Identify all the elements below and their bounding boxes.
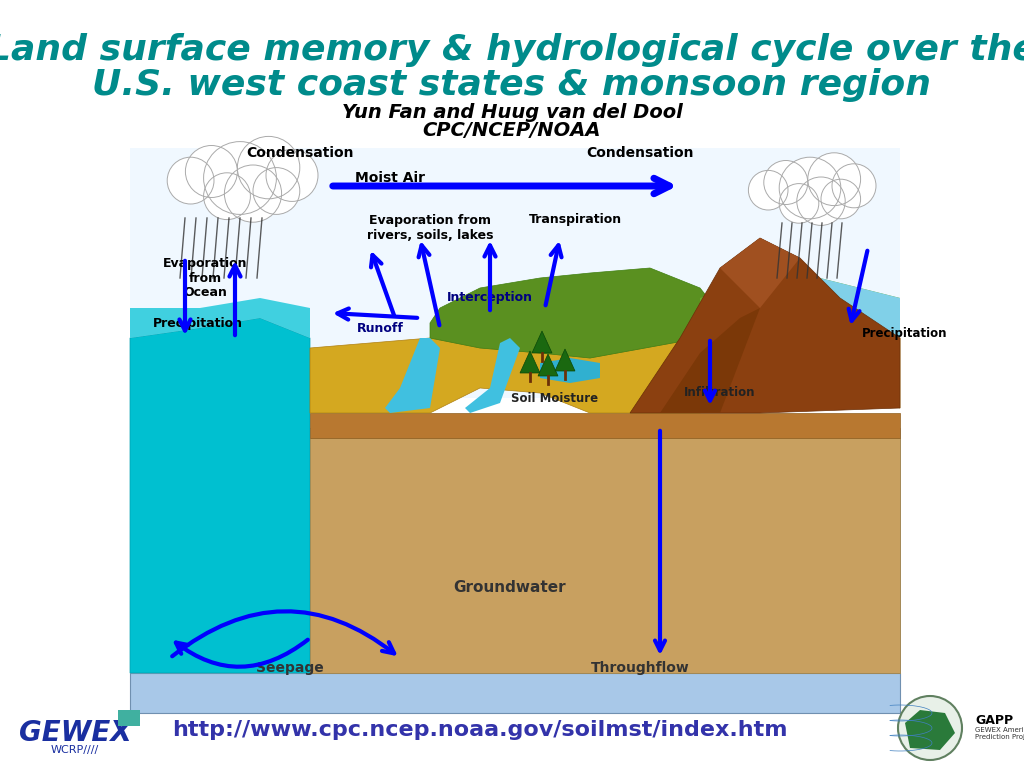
Text: Infiltration: Infiltration — [684, 386, 756, 399]
Polygon shape — [430, 268, 720, 358]
Polygon shape — [700, 278, 900, 338]
FancyArrowPatch shape — [546, 245, 561, 306]
Text: Land surface memory & hydrological cycle over the: Land surface memory & hydrological cycle… — [0, 33, 1024, 67]
Text: CPC/NCEP/NOAA: CPC/NCEP/NOAA — [423, 121, 601, 140]
Text: Soil Moisture: Soil Moisture — [511, 392, 599, 405]
Polygon shape — [310, 308, 900, 413]
Text: Throughflow: Throughflow — [591, 661, 689, 675]
Polygon shape — [130, 318, 310, 673]
Circle shape — [821, 179, 860, 219]
Text: U.S. west coast states & monsoon region: U.S. west coast states & monsoon region — [92, 68, 932, 102]
FancyArrowPatch shape — [229, 266, 241, 335]
Text: Runoff: Runoff — [356, 322, 403, 335]
Text: Interception: Interception — [447, 292, 534, 304]
Polygon shape — [310, 438, 900, 673]
Polygon shape — [905, 710, 955, 750]
FancyArrowPatch shape — [176, 640, 308, 667]
FancyBboxPatch shape — [118, 710, 140, 726]
FancyArrowPatch shape — [419, 245, 439, 326]
Text: Evaporation from
rivers, soils, lakes: Evaporation from rivers, soils, lakes — [367, 214, 494, 242]
Text: Moist Air: Moist Air — [355, 171, 425, 185]
Polygon shape — [130, 298, 310, 338]
FancyArrowPatch shape — [172, 611, 394, 657]
FancyArrowPatch shape — [371, 255, 394, 316]
Circle shape — [797, 177, 845, 225]
Polygon shape — [660, 308, 760, 413]
Text: Groundwater: Groundwater — [454, 581, 566, 595]
Text: Precipitation: Precipitation — [862, 326, 947, 339]
Text: http://www.cpc.ncep.noaa.gov/soilmst/index.htm: http://www.cpc.ncep.noaa.gov/soilmst/ind… — [172, 720, 787, 740]
Polygon shape — [820, 318, 900, 408]
Circle shape — [749, 170, 788, 210]
Text: GEWEX Americas
Prediction Project: GEWEX Americas Prediction Project — [975, 727, 1024, 740]
Polygon shape — [130, 673, 900, 713]
Polygon shape — [130, 148, 900, 398]
Circle shape — [764, 161, 808, 204]
Text: Precipitation: Precipitation — [153, 316, 243, 329]
Text: Evaporation
from
Ocean: Evaporation from Ocean — [163, 257, 247, 300]
Polygon shape — [385, 338, 440, 413]
Polygon shape — [520, 351, 540, 373]
Polygon shape — [540, 358, 600, 383]
FancyArrowPatch shape — [849, 250, 867, 321]
Polygon shape — [532, 331, 552, 353]
Circle shape — [204, 173, 251, 220]
FancyArrowPatch shape — [338, 309, 417, 319]
Circle shape — [779, 157, 841, 219]
Polygon shape — [820, 278, 900, 338]
Text: Yun Fan and Huug van del Dool: Yun Fan and Huug van del Dool — [342, 103, 682, 122]
Circle shape — [253, 167, 300, 214]
Text: Condensation: Condensation — [246, 146, 353, 160]
Circle shape — [204, 141, 276, 214]
Circle shape — [898, 696, 962, 760]
FancyArrowPatch shape — [655, 431, 665, 650]
Text: GEWEX: GEWEX — [18, 719, 131, 747]
Polygon shape — [538, 354, 558, 376]
Text: GAPP: GAPP — [975, 713, 1013, 727]
Circle shape — [779, 184, 819, 223]
Text: Transpiration: Transpiration — [528, 214, 622, 227]
Polygon shape — [310, 413, 900, 438]
FancyArrowPatch shape — [179, 261, 190, 330]
Text: Condensation: Condensation — [587, 146, 693, 160]
Text: WCRP////: WCRP//// — [51, 745, 99, 755]
FancyArrowPatch shape — [705, 341, 715, 401]
Text: Seepage: Seepage — [256, 661, 324, 675]
Circle shape — [831, 164, 876, 208]
Circle shape — [266, 150, 318, 201]
Circle shape — [167, 157, 214, 204]
FancyArrowPatch shape — [484, 246, 496, 310]
Polygon shape — [130, 428, 900, 673]
Polygon shape — [465, 338, 520, 413]
Circle shape — [224, 165, 282, 222]
Circle shape — [238, 137, 300, 199]
FancyArrowPatch shape — [333, 178, 670, 194]
Circle shape — [808, 153, 860, 206]
Polygon shape — [555, 349, 575, 371]
Polygon shape — [720, 238, 800, 308]
Circle shape — [185, 145, 238, 197]
Polygon shape — [630, 238, 900, 413]
